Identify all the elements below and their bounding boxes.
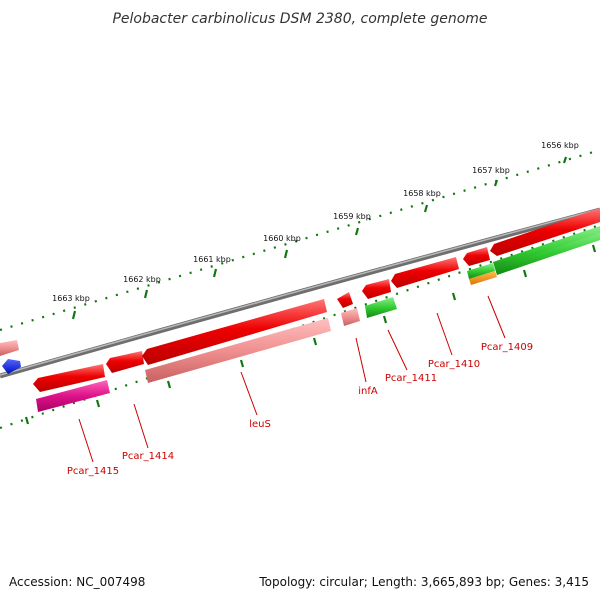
gene-arrow[interactable] (362, 279, 391, 299)
gene-label-pcar1415[interactable]: Pcar_1415 (67, 466, 119, 477)
label-leaders (78, 295, 506, 463)
scale-label: 1662 kbp (123, 275, 161, 284)
scale-labels: 1656 kbp 1657 kbp 1658 kbp 1659 kbp 1660… (52, 141, 579, 303)
gene-labels: Pcar_1415 Pcar_1414 leuS infA Pcar_1411 … (67, 342, 533, 477)
gene-label-pcar1411[interactable]: Pcar_1411 (385, 373, 437, 384)
gene-arrow[interactable] (490, 208, 600, 256)
gene-arrow[interactable] (33, 364, 105, 392)
reverse-strand-genes (36, 226, 600, 412)
scale-label: 1656 kbp (541, 141, 579, 150)
gene-arrow[interactable] (106, 351, 144, 373)
scale-label: 1657 kbp (472, 166, 510, 175)
gene-arrow[interactable] (145, 318, 331, 383)
gene-arrow[interactable] (463, 247, 490, 266)
gene-label-pcar1414[interactable]: Pcar_1414 (122, 451, 174, 462)
scale-label: 1663 kbp (52, 294, 90, 303)
scale-label: 1661 kbp (193, 255, 231, 264)
genome-summary-text: Topology: circular; Length: 3,665,893 bp… (258, 575, 589, 589)
scale-label: 1660 kbp (263, 234, 301, 243)
gene-arrow[interactable] (341, 308, 360, 326)
map-title: Pelobacter carbinolicus DSM 2380, comple… (112, 11, 487, 27)
gene-arrow[interactable] (0, 340, 19, 356)
forward-strand-genes (0, 208, 600, 392)
scale-label: 1659 kbp (333, 212, 371, 221)
accession-text: Accession: NC_007498 (9, 575, 145, 589)
gene-arrow[interactable] (469, 271, 497, 285)
gene-label-pcar1409[interactable]: Pcar_1409 (481, 342, 533, 353)
outer-scale-track (0, 148, 600, 332)
gene-label-pcar1410[interactable]: Pcar_1410 (428, 359, 480, 370)
genome-backbone (0, 207, 600, 379)
gene-arrow[interactable] (365, 297, 397, 318)
gene-arrow[interactable] (467, 263, 495, 279)
scale-label: 1658 kbp (403, 189, 441, 198)
gene-arrow[interactable] (142, 299, 327, 365)
gene-arrow[interactable] (2, 359, 21, 374)
gene-label-infa[interactable]: infA (358, 386, 378, 397)
gene-arrow[interactable] (391, 257, 459, 288)
gene-label-leus[interactable]: leuS (249, 419, 271, 430)
gene-arrow[interactable] (495, 233, 600, 275)
inner-scale-track (0, 223, 600, 430)
gene-arrow[interactable] (36, 380, 110, 412)
gene-arrow[interactable] (337, 292, 353, 308)
